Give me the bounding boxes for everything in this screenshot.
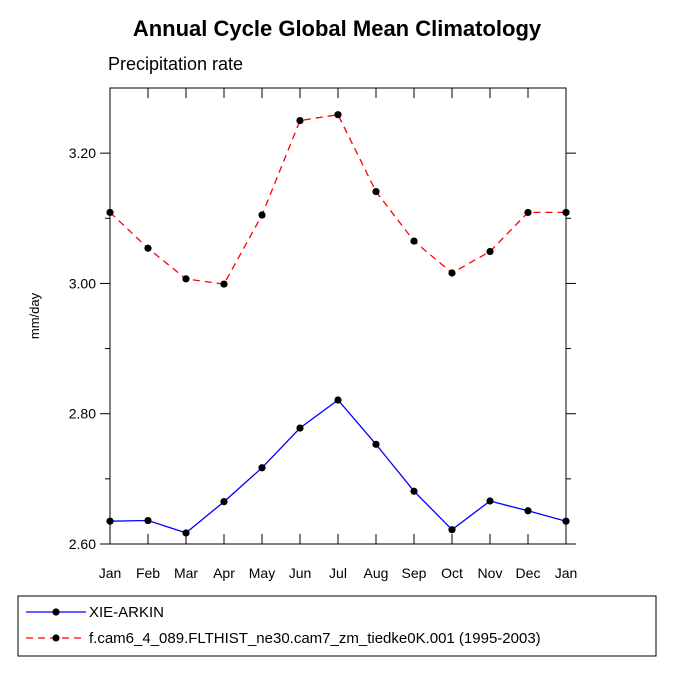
data-point-0	[220, 498, 228, 506]
data-point-0	[410, 487, 418, 495]
plot-frame	[109, 87, 567, 545]
legend-label-xie-arkin: XIE-ARKIN	[89, 604, 164, 621]
data-point-1	[182, 275, 190, 283]
legend-item-model: f.cam6_4_089.FLTHIST_ne30.cam7_zm_tiedke…	[26, 630, 541, 647]
y-tick-label: 2.80	[69, 406, 96, 422]
x-tick-label: Apr	[213, 565, 235, 581]
data-points	[106, 111, 570, 537]
legend-marker-xie-arkin	[52, 608, 60, 616]
data-point-1	[524, 208, 532, 217]
x-tick-label: Mar	[174, 565, 198, 581]
x-tick-label: Dec	[516, 565, 541, 581]
data-point-0	[448, 526, 456, 534]
x-tick-label: Jun	[289, 565, 312, 581]
data-point-1	[296, 116, 304, 125]
x-tick-label: Jul	[329, 565, 347, 581]
chart-title: Annual Cycle Global Mean Climatology	[133, 16, 542, 41]
x-tick-label: Jan	[555, 565, 578, 581]
x-tick-label: Jan	[99, 565, 122, 581]
data-point-0	[486, 497, 494, 505]
data-point-1	[372, 187, 380, 196]
y-tick-label: 2.60	[69, 536, 96, 552]
y-tick-label: 3.20	[69, 145, 96, 161]
x-tick-label: Sep	[402, 565, 427, 581]
data-point-0	[258, 464, 266, 472]
data-point-0	[334, 396, 342, 404]
data-point-0	[372, 440, 380, 448]
legend-label-model: f.cam6_4_089.FLTHIST_ne30.cam7_zm_tiedke…	[89, 630, 541, 647]
data-point-1	[106, 208, 114, 217]
series-line-1	[109, 113, 566, 285]
data-point-1	[220, 280, 228, 288]
data-point-1	[258, 211, 266, 219]
legend-item-xie-arkin: XIE-ARKIN	[26, 604, 164, 621]
chart-subtitle: Precipitation rate	[108, 54, 243, 74]
data-point-0	[562, 517, 570, 525]
x-tick-label: Oct	[441, 565, 463, 581]
data-point-1	[562, 208, 570, 217]
x-tick-label: May	[249, 565, 275, 581]
data-point-0	[182, 529, 190, 537]
legend-marker-model	[52, 634, 60, 642]
y-tick-label: 3.00	[69, 275, 96, 291]
x-tick-label: Feb	[136, 565, 160, 581]
y-tick-labels: 2.60 2.80 3.00 3.20	[69, 145, 96, 552]
x-tick-label: Nov	[478, 565, 503, 581]
series-line-0	[109, 399, 567, 534]
ticks	[100, 88, 576, 545]
data-point-1	[144, 244, 152, 252]
y-axis-label: mm/day	[27, 292, 42, 339]
data-point-1	[334, 111, 342, 119]
x-tick-labels: Jan Feb Mar Apr May Jun Jul Aug Sep Oct Nov Dec Jan	[99, 565, 578, 581]
data-point-1	[448, 269, 456, 277]
data-point-0	[106, 517, 114, 525]
legend-box	[17, 595, 657, 657]
data-point-0	[296, 424, 304, 432]
data-point-1	[486, 247, 494, 256]
data-point-0	[144, 516, 152, 525]
data-point-0	[524, 507, 532, 515]
series-lines	[109, 113, 567, 534]
data-point-1	[410, 237, 418, 245]
x-tick-label: Aug	[364, 565, 389, 581]
